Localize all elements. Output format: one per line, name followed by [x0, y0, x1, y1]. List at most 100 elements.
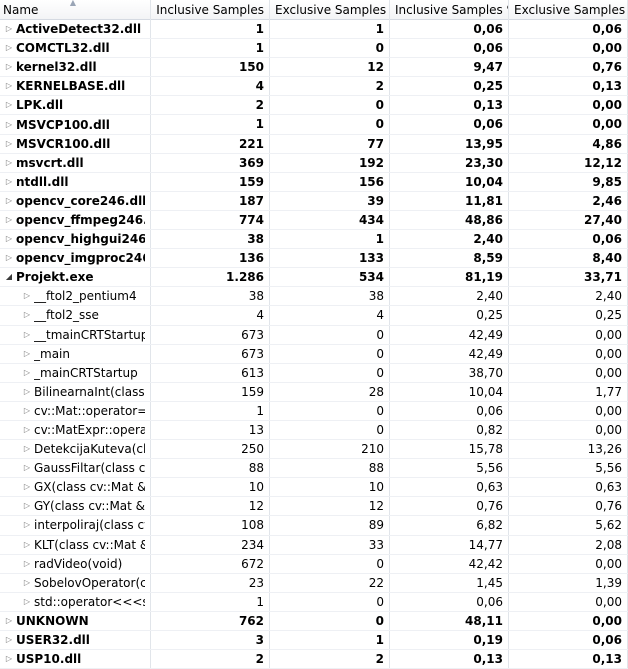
- inclusive-percent-cell: 10,04: [390, 172, 509, 191]
- exclusive-percent-cell: 4,86: [509, 134, 628, 153]
- triangle-right-icon[interactable]: ▷: [5, 635, 13, 645]
- exclusive-percent-cell: 0,00: [509, 96, 628, 115]
- triangle-right-icon[interactable]: ▷: [5, 615, 13, 625]
- table-row[interactable]: ▷ MSVCP100.dll 1 0 0,06 0,00: [0, 115, 628, 135]
- triangle-down-icon[interactable]: ◢: [5, 272, 13, 282]
- triangle-right-icon[interactable]: ▷: [23, 482, 31, 492]
- column-header-name[interactable]: Name ▲: [0, 0, 151, 20]
- child-row[interactable]: ▷GaussFiltar(class cv::M88885,565,56: [0, 459, 628, 479]
- exclusive-percent-cell: 5,56: [509, 459, 628, 478]
- child-row[interactable]: ▷ radVideo(void) 672 0 42,42 0,00: [0, 554, 628, 574]
- triangle-right-icon[interactable]: ▷: [23, 596, 31, 606]
- exclusive-percent-cell: 0,00: [509, 420, 628, 440]
- triangle-right-icon[interactable]: ▷: [23, 520, 31, 530]
- column-header-exclusive-samples[interactable]: Exclusive Samples: [270, 0, 390, 20]
- row-name-label: Projekt.exe: [16, 270, 94, 285]
- column-header-name-label: Name: [3, 3, 39, 17]
- table-row[interactable]: ▷ KERNELBASE.dll 4 2 0,25 0,13: [0, 77, 628, 97]
- triangle-right-icon[interactable]: ▷: [23, 539, 31, 549]
- table-row[interactable]: ◢ Projekt.exe 1.286 534 81,19 33,71: [0, 268, 628, 288]
- triangle-right-icon[interactable]: ▷: [23, 348, 31, 358]
- child-row[interactable]: ▷ __ftol2_pentium4 38 38 2,40 2,40: [0, 287, 628, 307]
- triangle-right-icon[interactable]: ▷: [5, 138, 13, 148]
- inclusive-percent-cell: 2,40: [390, 287, 509, 306]
- child-row[interactable]: ▷cv::MatExpr::operator1300,820,00: [0, 420, 628, 441]
- table-row[interactable]: ▷ MSVCR100.dll 221 77 13,95 4,86: [0, 134, 628, 154]
- exclusive-samples-cell: 0: [270, 96, 390, 115]
- exclusive-percent-cell: 9,85: [509, 172, 628, 191]
- column-header-exclusive-samples-percent[interactable]: Exclusive Samples %: [509, 0, 628, 20]
- child-row[interactable]: ▷ __tmainCRTStartup 673 0 42,49 0,00: [0, 325, 628, 345]
- inclusive-percent-cell: 0,76: [390, 497, 509, 516]
- triangle-right-icon[interactable]: ▷: [23, 425, 31, 435]
- triangle-right-icon[interactable]: ▷: [23, 558, 31, 568]
- exclusive-samples-cell: 0: [270, 420, 390, 440]
- triangle-right-icon[interactable]: ▷: [5, 43, 13, 53]
- row-name-label: KERNELBASE.dll: [16, 79, 126, 94]
- table-row[interactable]: ▷ kernel32.dll 150 12 9,47 0,76: [0, 58, 628, 78]
- triangle-right-icon[interactable]: ▷: [23, 405, 31, 415]
- table-row[interactable]: ▷ ActiveDetect32.dll 1 1 0,06 0,06: [0, 20, 628, 40]
- triangle-right-icon[interactable]: ▷: [5, 81, 13, 91]
- triangle-right-icon[interactable]: ▷: [5, 234, 13, 244]
- child-row[interactable]: ▷ _mainCRTStartup 613 0 38,70 0,00: [0, 363, 628, 383]
- triangle-right-icon[interactable]: ▷: [5, 62, 13, 72]
- triangle-right-icon[interactable]: ▷: [23, 291, 31, 301]
- triangle-right-icon[interactable]: ▷: [5, 253, 13, 263]
- triangle-right-icon[interactable]: ▷: [5, 24, 13, 34]
- child-row[interactable]: ▷KLT(class cv::Mat &,c2343314,772,08: [0, 535, 628, 555]
- row-name-label: KLT(class cv::Mat &,c: [34, 537, 145, 552]
- triangle-right-icon[interactable]: ▷: [23, 444, 31, 454]
- table-row[interactable]: ▷ msvcrt.dll 369 192 23,30 12,12: [0, 153, 628, 173]
- triangle-right-icon[interactable]: ▷: [23, 501, 31, 511]
- child-row[interactable]: ▷cv::Mat::operator=(cl100,060,00: [0, 401, 628, 421]
- triangle-right-icon[interactable]: ▷: [5, 195, 13, 205]
- table-row[interactable]: ▷opencv_imgproc246.dll1361338,598,40: [0, 249, 628, 269]
- child-row[interactable]: ▷ GX(class cv::Mat &) 10 10 0,63 0,63: [0, 478, 628, 498]
- table-row[interactable]: ▷ COMCTL32.dll 1 0 0,06 0,00: [0, 39, 628, 59]
- triangle-right-icon[interactable]: ▷: [23, 386, 31, 396]
- triangle-right-icon[interactable]: ▷: [23, 310, 31, 320]
- table-row[interactable]: ▷opencv_highgui246.dll3812,400,06: [0, 230, 628, 250]
- triangle-right-icon[interactable]: ▷: [23, 463, 31, 473]
- child-row[interactable]: ▷std::operator<<<stru100,060,00: [0, 592, 628, 612]
- child-row[interactable]: ▷ _main 673 0 42,49 0,00: [0, 344, 628, 364]
- child-row[interactable]: ▷ __ftol2_sse 4 4 0,25 0,25: [0, 306, 628, 326]
- inclusive-percent-cell: 11,81: [390, 191, 509, 210]
- exclusive-percent-cell: 0,06: [509, 631, 628, 650]
- row-name-label: cv::Mat::operator=(cl: [34, 403, 145, 418]
- table-row[interactable]: ▷ USER32.dll 3 1 0,19 0,06: [0, 631, 628, 651]
- child-row[interactable]: ▷SobelovOperator(clas23221,451,39: [0, 573, 628, 593]
- column-header-inclusive-samples-percent[interactable]: Inclusive Samples %: [390, 0, 509, 20]
- triangle-right-icon[interactable]: ▷: [5, 119, 13, 129]
- exclusive-samples-cell: 12: [270, 58, 390, 77]
- table-row[interactable]: ▷ USP10.dll 2 2 0,13 0,13: [0, 650, 628, 669]
- exclusive-samples-cell: 2: [270, 650, 390, 669]
- name-cell: ▷DetekcijaKuteva(class: [0, 440, 151, 459]
- child-row[interactable]: ▷interpoliraj(class cv::M108896,825,62: [0, 516, 628, 536]
- exclusive-percent-cell: 0,00: [509, 611, 628, 630]
- table-row[interactable]: ▷ UNKNOWN 762 0 48,11 0,00: [0, 611, 628, 631]
- inclusive-samples-cell: 673: [151, 344, 270, 363]
- triangle-right-icon[interactable]: ▷: [23, 329, 31, 339]
- triangle-right-icon[interactable]: ▷: [5, 176, 13, 186]
- exclusive-samples-cell: 1: [270, 230, 390, 249]
- row-name-label: BilinearnaInt(class cv::: [34, 384, 145, 399]
- column-header-inclusive-samples[interactable]: Inclusive Samples: [151, 0, 270, 20]
- child-row[interactable]: ▷ GY(class cv::Mat &) 12 12 0,76 0,76: [0, 497, 628, 517]
- table-row[interactable]: ▷ opencv_core246.dll 187 39 11,81 2,46: [0, 191, 628, 211]
- name-cell: ▷SobelovOperator(clas: [0, 573, 151, 592]
- table-row[interactable]: ▷ LPK.dll 2 0 0,13 0,00: [0, 96, 628, 116]
- triangle-right-icon[interactable]: ▷: [5, 157, 13, 167]
- triangle-right-icon[interactable]: ▷: [5, 654, 13, 664]
- table-row[interactable]: ▷ ntdll.dll 159 156 10,04 9,85: [0, 172, 628, 192]
- inclusive-samples-cell: 673: [151, 325, 270, 344]
- triangle-right-icon[interactable]: ▷: [5, 214, 13, 224]
- triangle-right-icon[interactable]: ▷: [5, 100, 13, 110]
- triangle-right-icon[interactable]: ▷: [23, 577, 31, 587]
- triangle-right-icon[interactable]: ▷: [23, 367, 31, 377]
- name-cell: ▷interpoliraj(class cv::M: [0, 516, 151, 535]
